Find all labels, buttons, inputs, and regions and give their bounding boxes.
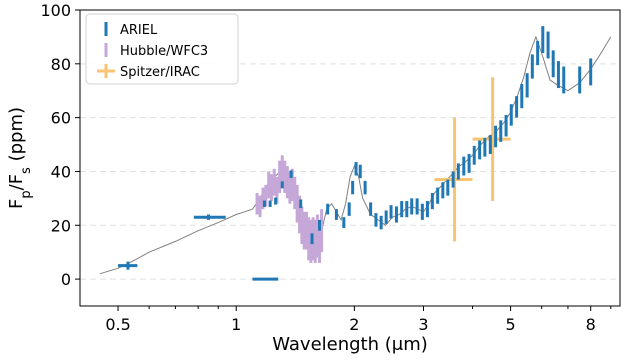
x-tick-label: 0.5 [105, 315, 130, 334]
legend-label: ARIEL [120, 23, 158, 38]
x-tick-label: 2 [349, 315, 359, 334]
y-axis-label-part: /F [6, 174, 27, 190]
x-tick-label: 8 [586, 315, 596, 334]
y-tick-label: 100 [40, 1, 71, 20]
spitzer-series [434, 77, 511, 242]
legend-box [85, 13, 239, 85]
x-axis-label: Wavelength (μm) [272, 334, 428, 355]
y-tick-label: 40 [51, 162, 71, 181]
plot-frame [79, 9, 621, 307]
y-axis-label-part: s [19, 167, 34, 174]
legend-label: Hubble/WFC3 [120, 44, 208, 59]
x-tick-label: 3 [418, 315, 428, 334]
y-tick-label: 80 [51, 55, 71, 74]
y-axis-label-part: F [6, 199, 27, 209]
legend-label: Spitzer/IRAC [120, 65, 200, 80]
x-tick-label: 1 [231, 315, 241, 334]
y-tick-label: 60 [51, 109, 71, 128]
y-axis-label-part: p [19, 190, 34, 198]
y-axis-label: Fp/Fs (ppm) [6, 107, 34, 209]
x-tick-label: 5 [505, 315, 515, 334]
y-tick-label: 0 [61, 270, 71, 289]
x-axis-ticks: 0.5 1 2 3 5 8 [105, 306, 612, 334]
ariel-series [118, 26, 593, 281]
y-axis-ticks: 0 20 40 60 80 100 [40, 1, 80, 289]
y-axis-label-part: (ppm) [6, 107, 27, 167]
y-tick-label: 20 [51, 216, 71, 235]
legend: ARIEL Hubble/WFC3 Spitzer/IRAC [85, 13, 239, 85]
